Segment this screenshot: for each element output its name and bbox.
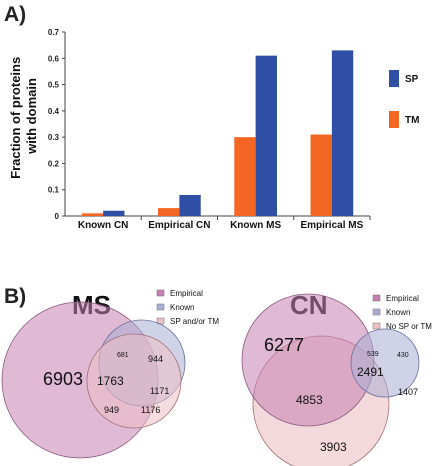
bar-tm-1 (158, 208, 180, 216)
venn-ms-legend-sp-tm: SP and/or TM (170, 317, 219, 326)
legend-label-tm: TM (405, 115, 419, 126)
venn-ms-legend-empirical: Empirical (170, 289, 203, 298)
bar-chart: Fraction of proteins with domain 0 0.1 0.2… (8, 28, 419, 231)
venn-cn-legend-known: Known (386, 308, 410, 317)
bar-sp-2 (255, 55, 277, 217)
venn-ms-legend-swatch-empirical (156, 289, 165, 297)
venn-ms-count-empirical-sp-tm: 949 (104, 405, 119, 415)
bar-tm-0 (81, 213, 104, 216)
venn-cn-legend-empirical: Empirical (386, 294, 419, 303)
venn-cn-count-all-three: 2491 (357, 365, 384, 379)
y-ticks: 0 0.1 0.2 0.3 0.4 0.5 0.6 0.7 (48, 28, 65, 221)
venn-ms: MS Empirical Known SP and/or TM 6903 681… (1, 289, 219, 459)
venn-cn: CN Empirical Known No SP or TM 6277 539 … (241, 290, 432, 466)
venn-cn-legend-swatch-empirical (372, 294, 381, 302)
venn-cn-legend-no-sp-tm: No SP or TM (386, 322, 432, 331)
y-axis-label-line-2: with domain (24, 78, 39, 155)
legend-swatch-tm (389, 111, 399, 128)
venn-cn-count-known-only: 430 (397, 352, 409, 359)
bar-sp-0 (103, 210, 125, 216)
venn-ms-count-sp-tm-only: 1176 (141, 405, 160, 415)
venn-ms-legend-swatch-known (156, 303, 165, 311)
category-label: Empirical CN (148, 220, 210, 231)
legend-label-sp: SP (405, 74, 419, 85)
bar-tm-2 (234, 137, 256, 216)
venn-cn-circle-known (350, 328, 420, 398)
y-tick-label: 0.6 (48, 54, 60, 63)
venn-ms-circle-sp-tm (86, 333, 182, 429)
y-axis-label: Fraction of proteins with domain (8, 53, 39, 179)
venn-ms-legend-known: Known (170, 303, 194, 312)
venn-cn-legend: Empirical Known No SP or TM (372, 294, 432, 331)
panel-a-label: A) (4, 3, 26, 26)
category-label: Known MS (230, 220, 281, 231)
y-tick-label: 0.3 (48, 133, 60, 142)
category-label: Known CN (78, 220, 129, 231)
venn-cn-legend-swatch-known (372, 308, 381, 316)
bar-sp-1 (179, 194, 201, 216)
y-tick-label: 0.1 (48, 186, 60, 195)
bar-legend: SP TM (389, 70, 419, 128)
bars (81, 50, 354, 217)
venn-cn-count-no-sp-tm-only: 3903 (320, 440, 347, 454)
venn-ms-count-known-only: 944 (148, 354, 163, 364)
venn-cn-count-empirical-only: 6277 (264, 335, 304, 355)
venn-cn-count-empirical-no-sp-tm: 4853 (296, 393, 323, 407)
y-tick-label: 0.2 (48, 159, 60, 168)
bar-tm-3 (310, 134, 332, 216)
y-tick-label: 0.5 (48, 81, 60, 90)
venn-ms-count-empirical-only: 6903 (43, 369, 83, 389)
category-label: Empirical MS (300, 220, 363, 231)
legend-swatch-sp (389, 70, 399, 87)
y-tick-label: 0.4 (48, 107, 60, 116)
y-axis-label-line-1: Fraction of proteins (8, 57, 23, 179)
venn-ms-legend: Empirical Known SP and/or TM (156, 289, 219, 326)
venn-ms-count-empirical-known: 681 (117, 352, 129, 359)
bar-sp-3 (331, 50, 354, 217)
venn-cn-count-known-no-sp-tm: 1407 (398, 387, 418, 397)
venn-ms-count-all-three: 1763 (97, 374, 124, 388)
y-tick-label: 0 (55, 212, 60, 221)
y-tick-label: 0.7 (48, 28, 60, 37)
venn-ms-count-known-sp-tm: 1171 (150, 386, 169, 396)
panel-b-label: B) (4, 285, 26, 308)
venn-cn-legend-swatch-no-sp-tm (372, 322, 381, 330)
venn-cn-count-empirical-known: 539 (367, 351, 379, 358)
category-labels: Known CN Empirical CN Known MS Empirical MS (78, 216, 371, 231)
